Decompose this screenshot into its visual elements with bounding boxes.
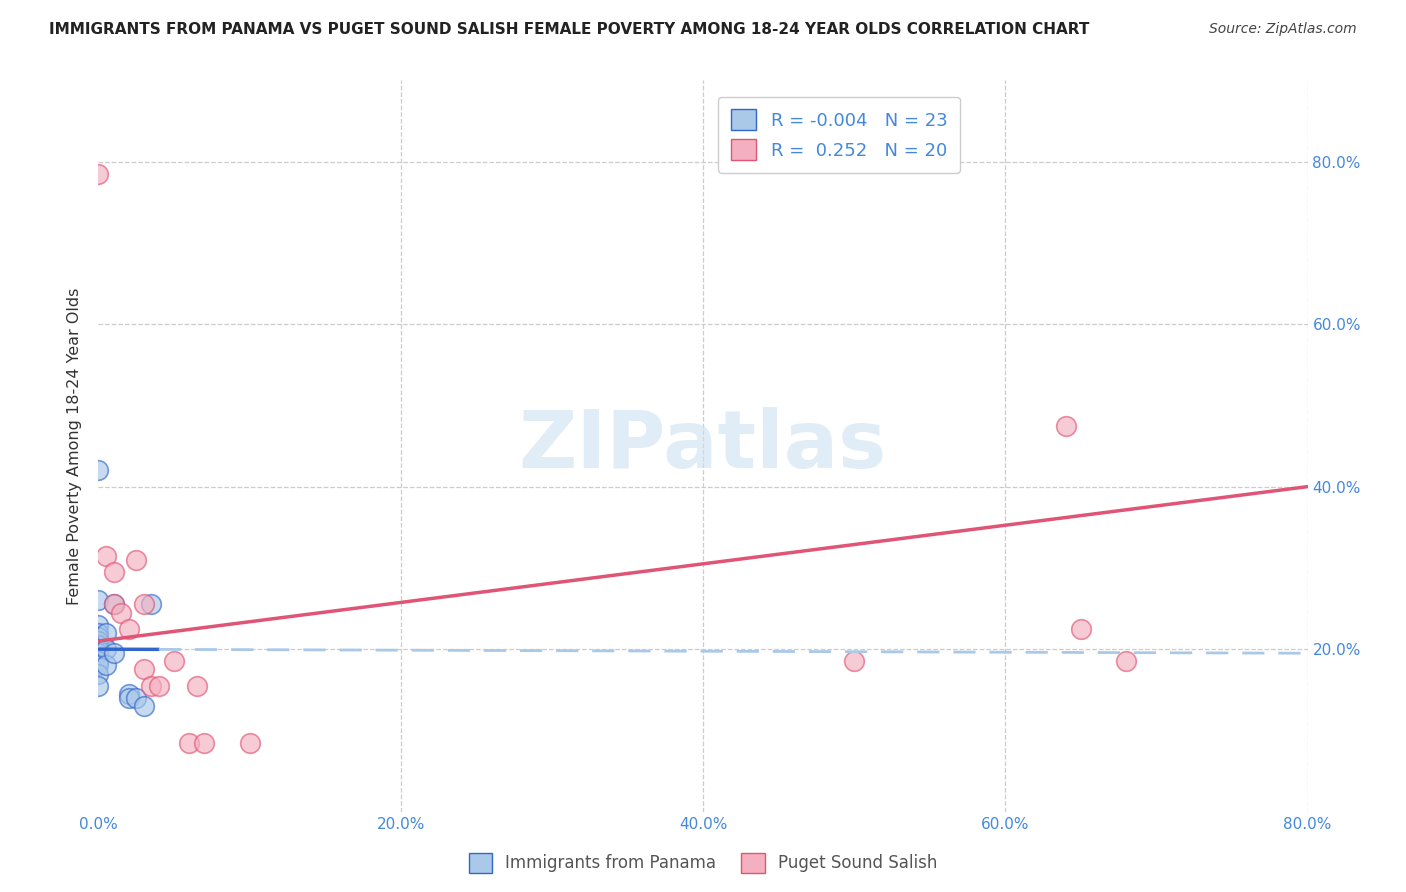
Point — [193, 736, 215, 750]
Point — [186, 679, 208, 693]
Point — [87, 167, 110, 181]
Point — [87, 638, 110, 652]
Point — [118, 687, 141, 701]
Text: IMMIGRANTS FROM PANAMA VS PUGET SOUND SALISH FEMALE POVERTY AMONG 18-24 YEAR OLD: IMMIGRANTS FROM PANAMA VS PUGET SOUND SA… — [49, 22, 1090, 37]
Point — [1115, 654, 1137, 668]
Point — [103, 646, 125, 660]
Point — [87, 593, 110, 607]
Point — [118, 622, 141, 636]
Point — [87, 679, 110, 693]
Point — [1054, 418, 1077, 433]
Point — [87, 666, 110, 681]
Point — [179, 736, 201, 750]
Point — [94, 642, 117, 657]
Y-axis label: Female Poverty Among 18-24 Year Olds: Female Poverty Among 18-24 Year Olds — [67, 287, 83, 605]
Point — [148, 679, 170, 693]
Point — [87, 642, 110, 657]
Point — [132, 663, 155, 677]
Point — [103, 598, 125, 612]
Point — [844, 654, 866, 668]
Point — [125, 553, 148, 567]
Point — [87, 626, 110, 640]
Text: ZIPatlas: ZIPatlas — [519, 407, 887, 485]
Point — [87, 463, 110, 477]
Point — [87, 646, 110, 660]
Point — [87, 617, 110, 632]
Point — [87, 630, 110, 644]
Legend: R = -0.004   N = 23, R =  0.252   N = 20: R = -0.004 N = 23, R = 0.252 N = 20 — [718, 96, 960, 173]
Point — [103, 565, 125, 579]
Legend: Immigrants from Panama, Puget Sound Salish: Immigrants from Panama, Puget Sound Sali… — [463, 847, 943, 880]
Point — [125, 690, 148, 705]
Point — [141, 679, 163, 693]
Point — [94, 626, 117, 640]
Point — [87, 634, 110, 648]
Point — [141, 598, 163, 612]
Point — [132, 598, 155, 612]
Point — [239, 736, 262, 750]
Point — [103, 598, 125, 612]
Point — [163, 654, 186, 668]
Point — [110, 606, 132, 620]
Point — [94, 549, 117, 563]
Point — [87, 658, 110, 673]
Point — [94, 658, 117, 673]
Point — [87, 654, 110, 668]
Point — [1070, 622, 1092, 636]
Point — [132, 699, 155, 714]
Text: Source: ZipAtlas.com: Source: ZipAtlas.com — [1209, 22, 1357, 37]
Point — [118, 690, 141, 705]
